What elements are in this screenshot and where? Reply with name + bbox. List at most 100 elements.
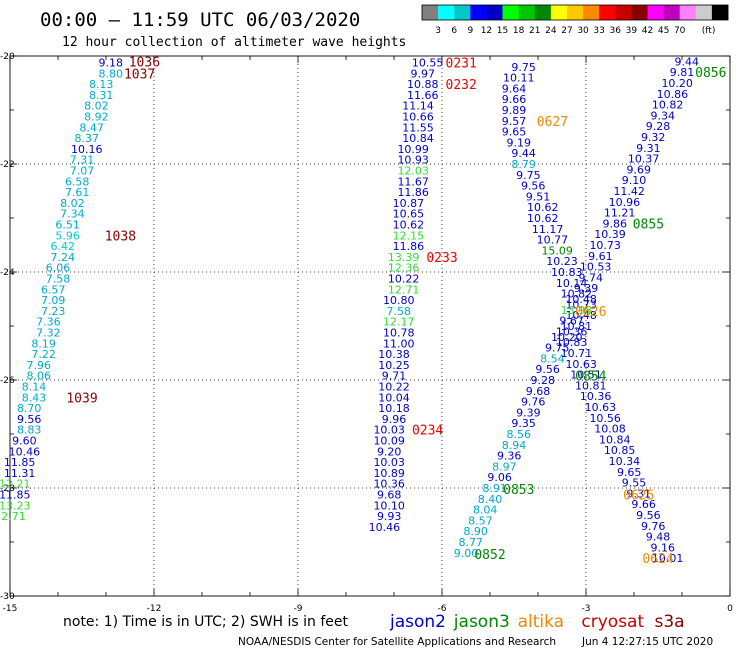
swh-value: 8.57 xyxy=(468,514,493,527)
swh-value: 10.10 xyxy=(373,499,405,512)
swh-value: 10.36 xyxy=(580,390,612,403)
y-tick-label: -20 xyxy=(0,52,15,62)
swh-value: 10.87 xyxy=(393,197,425,210)
chart-title: 00:00 – 11:59 UTC 06/03/2020 xyxy=(40,9,360,31)
swh-value: 8.31 xyxy=(89,89,114,102)
swh-value: 8.37 xyxy=(75,132,100,145)
swh-value: 12.71 xyxy=(388,283,420,296)
swh-value: 9.44 xyxy=(675,55,700,68)
legend-tick-label: 6 xyxy=(451,26,457,36)
swh-value: 9.28 xyxy=(646,120,671,133)
swh-value: 9.65 xyxy=(502,126,527,139)
swh-value: 10.66 xyxy=(402,110,434,123)
swh-value: 10.89 xyxy=(373,467,405,480)
swh-value: 11.86 xyxy=(397,186,429,199)
swh-value: 10.99 xyxy=(397,143,429,156)
swh-value: 8.40 xyxy=(478,493,503,506)
swh-value: 9.65 xyxy=(617,466,642,479)
swh-value: 10.63 xyxy=(565,358,597,371)
x-tick-label: -12 xyxy=(147,604,162,614)
swh-value: 8.92 xyxy=(84,110,109,123)
swh-value: 9.20 xyxy=(377,445,402,458)
legend-tick-label: 3 xyxy=(435,26,441,36)
swh-value: 10.46 xyxy=(369,521,401,534)
note-text: note: 1) Time is in UTC; 2) SWH is in fe… xyxy=(63,614,349,630)
swh-value: 11.55 xyxy=(402,121,434,134)
legend-tick-label: 15 xyxy=(497,26,508,36)
swh-value: 8.43 xyxy=(22,391,47,404)
swh-value: 9.36 xyxy=(497,450,522,463)
swh-value: 10.01 xyxy=(652,552,684,565)
satellite-legend-altika: altika xyxy=(518,612,565,632)
swh-value: 8.77 xyxy=(459,536,484,549)
swh-value: 10.09 xyxy=(373,434,405,447)
legend-tick-label: 70 xyxy=(674,26,686,36)
x-tick-label: -3 xyxy=(582,604,591,614)
swh-value: 8.83 xyxy=(17,424,42,437)
swh-value: 11.21 xyxy=(604,207,636,220)
swh-value: 9.39 xyxy=(574,282,599,295)
swh-value: 10.96 xyxy=(609,196,641,209)
swh-value: 10.14 xyxy=(556,277,588,290)
time-label: 0233 xyxy=(426,251,457,266)
swh-value: 8.19 xyxy=(31,337,56,350)
swh-value: 10.48 xyxy=(565,309,597,322)
y-tick-label: -22 xyxy=(0,160,15,170)
swh-value: 8.80 xyxy=(99,67,124,80)
swh-value: 11.14 xyxy=(402,100,434,113)
swh-value: 11.85 xyxy=(4,456,36,469)
x-tick-label: -9 xyxy=(294,604,303,614)
satellite-legend-jason2: jason2 xyxy=(389,612,446,632)
axes: -15 -12 -9 -6 -3 0-20-22-24-26-28-30 xyxy=(0,52,733,614)
swh-value: 8.02 xyxy=(60,197,85,210)
legend-swatch xyxy=(711,5,729,20)
swh-value: 9.67 xyxy=(559,315,584,328)
x-tick-label: -15 xyxy=(3,604,18,614)
swh-value: 10.73 xyxy=(565,298,597,311)
legend-swatch xyxy=(470,5,487,20)
swh-value: 8.13 xyxy=(89,78,114,91)
swh-value: 9.81 xyxy=(670,66,695,79)
swh-value: 10.18 xyxy=(378,402,410,415)
swh-value: 9.32 xyxy=(641,131,666,144)
swh-value: 9.16 xyxy=(651,541,676,554)
legend-tick-label: 36 xyxy=(610,26,622,36)
swh-value: 9.75 xyxy=(545,342,570,355)
swh-value: 9.69 xyxy=(627,163,652,176)
legend-tick-label: 39 xyxy=(626,26,638,36)
time-label: 0625 xyxy=(623,488,654,503)
swh-value: 10.11 xyxy=(503,72,535,85)
swh-value: 9.28 xyxy=(531,374,556,387)
swh-value: 10.82 xyxy=(561,288,593,301)
swh-value: 9.74 xyxy=(579,271,604,284)
time-label: 0853 xyxy=(503,483,534,498)
swh-value: 6.42 xyxy=(51,240,76,253)
y-tick-label: -28 xyxy=(0,484,15,494)
swh-value: 9.76 xyxy=(641,520,666,533)
swh-value: 9.10 xyxy=(622,174,647,187)
color-scale-legend: 3 6 9 12 15 18 21 24 27 30 33 36 39 42 45 70 (ft) xyxy=(421,4,729,36)
swh-value: 8.97 xyxy=(492,460,517,473)
swh-value: 9.55 xyxy=(622,477,647,490)
swh-value: 13.39 xyxy=(388,251,420,264)
time-label: 0852 xyxy=(474,548,505,563)
swh-value: 9.96 xyxy=(382,413,407,426)
swh-value: 11.86 xyxy=(393,240,425,253)
swh-value: 9.64 xyxy=(502,82,527,95)
swh-value: 10.84 xyxy=(402,132,434,145)
swh-value: 7.58 xyxy=(387,305,412,318)
swh-value: 10.03 xyxy=(373,456,405,469)
legend-tick-label: 21 xyxy=(529,26,540,36)
swh-value: 9.31 xyxy=(627,487,652,500)
swh-value: 9.68 xyxy=(377,488,402,501)
swh-value: 9.35 xyxy=(511,417,536,430)
swh-value: 9.00 xyxy=(454,547,479,560)
swh-value: 8.70 xyxy=(17,402,42,415)
swh-value: 8.47 xyxy=(79,121,104,134)
swh-value: 8.56 xyxy=(507,428,532,441)
swh-value: 10.62 xyxy=(527,201,559,214)
time-label: 0234 xyxy=(412,424,443,439)
swh-value: 10.81 xyxy=(561,320,593,333)
swh-value: 7.61 xyxy=(65,186,90,199)
